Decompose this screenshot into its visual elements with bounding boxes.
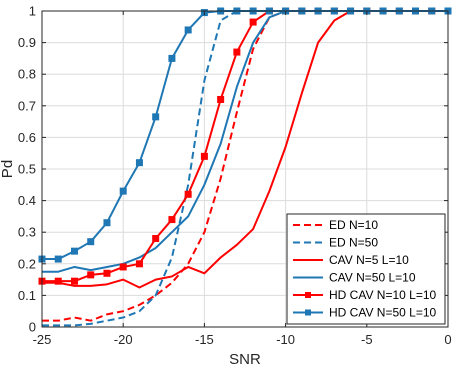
data-point — [184, 26, 192, 34]
y-tick-label: 0.1 — [18, 288, 36, 303]
legend-entry: ED N=50 — [329, 236, 378, 250]
legend-entry: HD CAV N=50 L=10 — [329, 306, 436, 320]
data-point — [135, 260, 143, 268]
data-point — [152, 113, 160, 121]
legend-marker — [305, 309, 311, 316]
data-point — [54, 255, 62, 263]
legend-box — [286, 213, 446, 325]
data-point — [87, 238, 95, 246]
data-point — [217, 95, 225, 103]
x-tick-label: -10 — [276, 332, 295, 347]
y-tick-label: 1 — [29, 4, 36, 19]
y-tick-label: 0.7 — [18, 98, 36, 113]
y-tick-label: 0.9 — [18, 35, 36, 50]
legend-entry: HD CAV N=10 L=10 — [329, 288, 436, 302]
legend: ED N=10 ED N=50 CAV N=5 L=10 CAV N=50 L=10 H… — [286, 213, 446, 325]
legend-entry: ED N=10 — [329, 218, 378, 232]
x-axis-label: SNR — [229, 351, 261, 368]
x-tick-label: -25 — [33, 332, 52, 347]
y-tick-label: 0.3 — [18, 225, 36, 240]
y-tick-label: 0.6 — [18, 130, 36, 145]
data-point — [119, 187, 127, 195]
data-point — [135, 159, 143, 167]
data-point — [54, 277, 62, 285]
y-tick-label: 0.2 — [18, 256, 36, 271]
series-line — [42, 10, 448, 322]
x-tick-label: -15 — [195, 332, 214, 347]
data-point — [168, 216, 176, 224]
data-point — [103, 269, 111, 277]
data-point — [70, 247, 78, 255]
data-point — [103, 219, 111, 227]
y-tick-label: 0.5 — [18, 162, 36, 177]
legend-entry: CAV N=5 L=10 — [329, 253, 409, 267]
data-point — [184, 190, 192, 198]
y-tick-label: 0 — [29, 320, 36, 335]
x-tick-label: -5 — [361, 332, 373, 347]
data-point — [200, 152, 208, 160]
data-point — [249, 18, 257, 26]
axis-ticks: -25 -20 -15 -10 -5 0 0 0.1 0.2 0.3 0.4 0.5 0.6 0.7 0.8… — [18, 4, 452, 348]
data-point — [233, 48, 241, 56]
x-tick-label: -20 — [114, 332, 133, 347]
data-point — [168, 54, 176, 62]
data-point — [152, 235, 160, 243]
x-tick-label: 0 — [444, 332, 451, 347]
data-point — [70, 277, 78, 285]
y-tick-label: 0.4 — [18, 193, 36, 208]
data-point — [87, 271, 95, 279]
legend-marker — [305, 292, 311, 298]
legend-entry: CAV N=50 L=10 — [329, 271, 416, 285]
y-tick-label: 0.8 — [18, 67, 36, 82]
data-point — [119, 263, 127, 271]
y-axis-label: Pd — [0, 160, 16, 178]
